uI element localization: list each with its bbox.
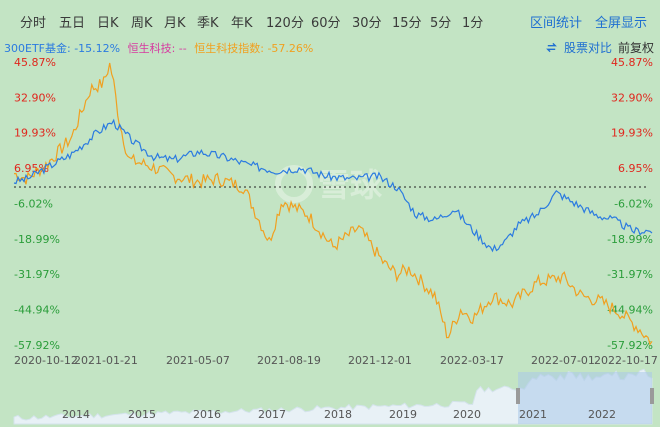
- navigator-year: 2021: [519, 408, 547, 421]
- x-tick-label: 2020-10-12: [14, 354, 78, 367]
- navigator-year-labels: 2014 2015 2016 2017 2018 2019 2020 2021 2022: [62, 408, 616, 421]
- period-tab-5day[interactable]: 五日: [59, 16, 86, 31]
- legend-hs-tech-index: 恒生科技指数: -57.26%: [194, 42, 314, 55]
- x-tick-label: 2021-05-07: [166, 354, 230, 367]
- navigator-selection[interactable]: [518, 372, 652, 424]
- y-tick-right: -44.94%: [607, 304, 653, 317]
- y-tick-right: 32.90%: [611, 91, 653, 104]
- x-tick-label: 2021-01-21: [74, 354, 138, 367]
- navigator-year: 2019: [389, 408, 417, 421]
- navigator-year: 2022: [588, 408, 616, 421]
- series-line-300etf: [13, 118, 653, 253]
- x-tick-label: 2022-10-17: [594, 354, 658, 367]
- compare-icon[interactable]: [545, 41, 558, 54]
- series-line-hs-tech-index: [13, 62, 653, 346]
- y-tick-left: 32.90%: [14, 91, 56, 104]
- navigator-year: 2014: [62, 408, 90, 421]
- period-tab-15min[interactable]: 15分: [392, 16, 422, 31]
- y-tick-left: -18.99%: [14, 233, 60, 246]
- series-legend: 300ETF基金: -15.12% 恒生科技: -- 恒生科技指数: -57.2…: [4, 40, 313, 56]
- y-tick-right: 6.95%: [618, 162, 653, 175]
- fullscreen-link[interactable]: 全屏显示: [595, 16, 648, 31]
- period-tab-quarter[interactable]: 季K: [197, 16, 219, 31]
- y-tick-right: 45.87%: [611, 56, 653, 69]
- y-tick-right: -57.92%: [607, 339, 653, 352]
- y-tick-left: -57.92%: [14, 339, 60, 352]
- y-tick-left: 45.87%: [14, 56, 56, 69]
- stock-compare-link[interactable]: 股票对比: [563, 41, 612, 55]
- period-tab-5min[interactable]: 5分: [430, 16, 452, 31]
- period-tab-120min[interactable]: 120分: [266, 16, 304, 31]
- period-tab-week[interactable]: 周K: [131, 16, 153, 31]
- y-tick-left: 6.95%: [14, 162, 49, 175]
- navigator-year: 2017: [258, 408, 286, 421]
- period-tab-timeshare[interactable]: 分时: [20, 16, 47, 31]
- watermark-text: 雪球: [318, 166, 383, 204]
- y-tick-left: -44.94%: [14, 304, 60, 317]
- period-tab-60min[interactable]: 60分: [311, 16, 341, 31]
- navigator-handle-right[interactable]: [650, 388, 654, 404]
- y-tick-left: 19.93%: [14, 127, 56, 140]
- y-tick-left: -31.97%: [14, 268, 60, 281]
- y-tick-left: -6.02%: [14, 197, 53, 210]
- x-tick-label: 2022-07-01: [531, 354, 595, 367]
- period-tab-30min[interactable]: 30分: [352, 16, 382, 31]
- y-tick-right: -18.99%: [607, 233, 653, 246]
- navigator-year: 2018: [324, 408, 352, 421]
- range-stats-link[interactable]: 区间统计: [530, 16, 583, 31]
- navigator-handle-left[interactable]: [516, 388, 520, 404]
- y-tick-right: -6.02%: [614, 197, 653, 210]
- legend-etf: 300ETF基金: -15.12%: [4, 42, 121, 55]
- y-tick-right: -31.97%: [607, 268, 653, 281]
- period-tab-1min[interactable]: 1分: [462, 16, 484, 31]
- navigator-year: 2020: [453, 408, 481, 421]
- range-navigator[interactable]: 2014 2015 2016 2017 2018 2019 2020 2021 2022: [13, 368, 654, 425]
- y-tick-right: 19.93%: [611, 127, 653, 140]
- compare-controls: 股票对比 前复权: [545, 39, 654, 56]
- navigator-year: 2015: [128, 408, 156, 421]
- navigator-year: 2016: [193, 408, 221, 421]
- legend-hs-tech: 恒生科技: --: [127, 42, 187, 55]
- period-tab-year[interactable]: 年K: [231, 16, 253, 31]
- watermark: 雪球: [275, 165, 383, 204]
- adjust-mode-toggle[interactable]: 前复权: [617, 41, 654, 55]
- y-axis-right: 45.87% 32.90% 19.93% 6.95% -6.02% -18.99% -31.…: [607, 56, 653, 352]
- period-tab-day[interactable]: 日K: [97, 16, 119, 31]
- chart-toolbar: 分时 五日 日K 周K 月K 季K 年K 120分 60分 30分 15分 5分…: [0, 0, 660, 38]
- period-tab-month[interactable]: 月K: [164, 16, 186, 31]
- x-tick-label: 2021-08-19: [257, 354, 321, 367]
- x-tick-label: 2021-12-01: [348, 354, 412, 367]
- y-axis-left: 45.87% 32.90% 19.93% 6.95% -6.02% -18.99% -31.…: [14, 56, 60, 352]
- x-tick-label: 2022-03-17: [440, 354, 504, 367]
